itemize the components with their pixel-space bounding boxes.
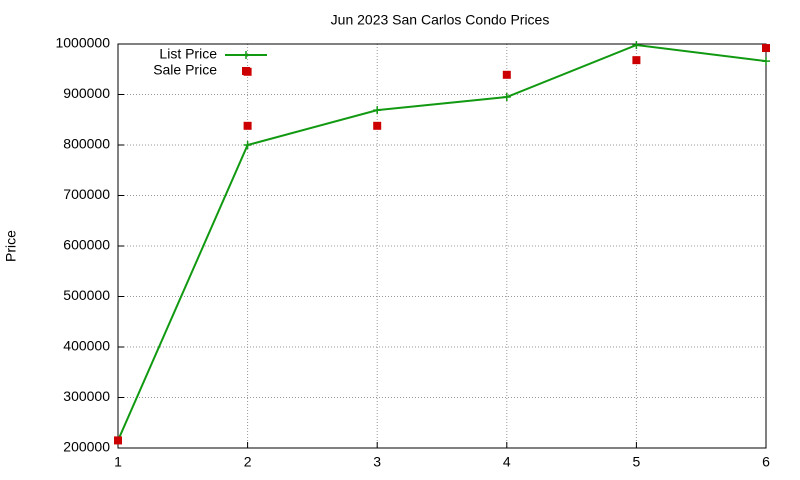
- point: [502, 70, 511, 79]
- plot-frame: [117, 43, 767, 449]
- y-tick-label: 900000: [63, 85, 110, 101]
- x-tick-label: 2: [244, 454, 252, 470]
- x-tick-label: 1: [114, 454, 122, 470]
- point: [243, 121, 252, 130]
- y-tick-label: 500000: [63, 287, 110, 303]
- x-tick-label: 4: [503, 454, 511, 470]
- legend-marker: [242, 67, 250, 75]
- legend-label: Sale Price: [153, 62, 217, 78]
- point: [632, 56, 641, 65]
- chart-title: Jun 2023 San Carlos Condo Prices: [331, 12, 550, 28]
- y-axis-label: Price: [3, 230, 19, 262]
- point: [502, 93, 511, 102]
- x-tick-label: 5: [633, 454, 641, 470]
- y-tick-label: 200000: [63, 439, 110, 455]
- y-tick-label: 400000: [63, 338, 110, 354]
- point: [762, 44, 770, 53]
- point: [632, 41, 641, 50]
- line: [117, 43, 767, 441]
- y-tick-label: 1000000: [55, 35, 110, 51]
- point: [114, 436, 122, 445]
- point: [373, 106, 382, 115]
- y-tick-label: 800000: [63, 136, 110, 152]
- y-tick-label: 700000: [63, 186, 110, 202]
- y-tick-label: 300000: [63, 388, 110, 404]
- point: [373, 121, 382, 130]
- point: [762, 57, 770, 66]
- legend-label: List Price: [159, 46, 217, 62]
- y-tick-label: 600000: [63, 237, 110, 253]
- point: [243, 141, 252, 149]
- x-tick-label: 6: [762, 454, 770, 470]
- legend-marker: [242, 51, 250, 59]
- x-tick-label: 3: [373, 454, 381, 470]
